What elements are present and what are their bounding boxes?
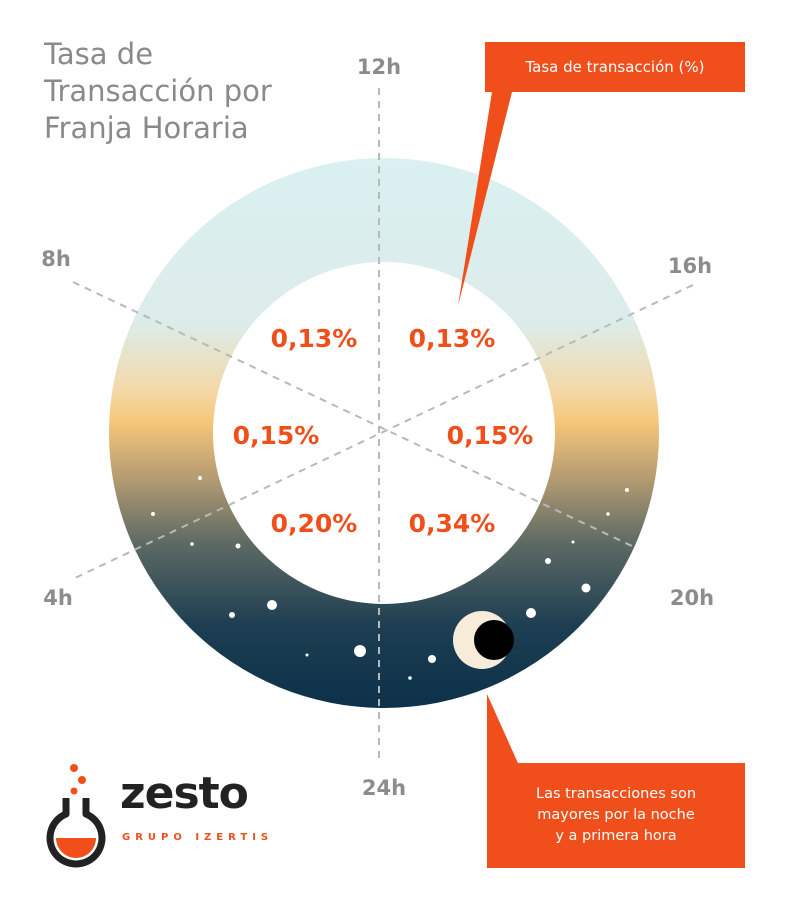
value-label-4-8: 0,15% (233, 421, 320, 450)
value-label-8-12: 0,13% (271, 324, 358, 353)
hour-axes (72, 88, 694, 760)
note-line: y a primera hora (555, 828, 677, 844)
value-label-12-16: 0,13% (409, 324, 496, 353)
hour-label-20: 20h (670, 586, 714, 610)
hour-label-16: 16h (668, 254, 712, 278)
segment-values: 0,13% 0,15% 0,34% 0,20% 0,15% 0,13% (233, 324, 534, 538)
value-label-20-24: 0,34% (409, 509, 496, 538)
star (545, 558, 551, 564)
star (198, 476, 202, 480)
callout-top-pointer (458, 92, 512, 306)
chart-title: Tasa de Transacción por Franja Horaria (44, 36, 344, 147)
star (428, 655, 436, 663)
star (229, 612, 235, 618)
time-ring (109, 158, 659, 708)
star (571, 540, 575, 544)
flask-icon (46, 764, 106, 868)
star (267, 600, 277, 610)
legend-callout: Tasa de transacción (%) (485, 42, 745, 92)
star (305, 653, 309, 657)
star (606, 512, 610, 516)
hour-label-24: 24h (362, 776, 406, 800)
hour-label-12: 12h (357, 55, 401, 79)
hour-labels: 12h 16h 20h 24h 4h 8h (41, 55, 714, 800)
star (354, 645, 366, 657)
axis-16-4 (74, 284, 694, 579)
legend-callout-text: Tasa de transacción (%) (525, 58, 705, 76)
note-line: Las transacciones son (535, 786, 697, 802)
title-line: Transacción por (44, 74, 272, 108)
logo-subtitle: GRUPO IZERTIS (122, 832, 274, 843)
hour-label-8: 8h (41, 247, 71, 271)
star (190, 542, 194, 546)
title-line: Franja Horaria (44, 111, 249, 145)
note-line: mayores por la noche (537, 807, 695, 823)
star (408, 676, 412, 680)
star (526, 608, 536, 618)
value-label-16-20: 0,15% (447, 421, 534, 450)
star (151, 512, 155, 516)
logo-wordmark: zesto (120, 768, 249, 819)
title-line: Tasa de (44, 37, 154, 71)
moon-icon (453, 611, 514, 669)
star (235, 543, 241, 549)
stars (151, 476, 629, 680)
hour-label-4: 4h (43, 586, 73, 610)
star (625, 488, 629, 492)
note-callout: Las transacciones son mayores por la noc… (487, 763, 745, 868)
star (581, 583, 591, 593)
zesto-logo: zesto GRUPO IZERTIS (44, 762, 274, 872)
value-label-24-4: 0,20% (271, 509, 358, 538)
